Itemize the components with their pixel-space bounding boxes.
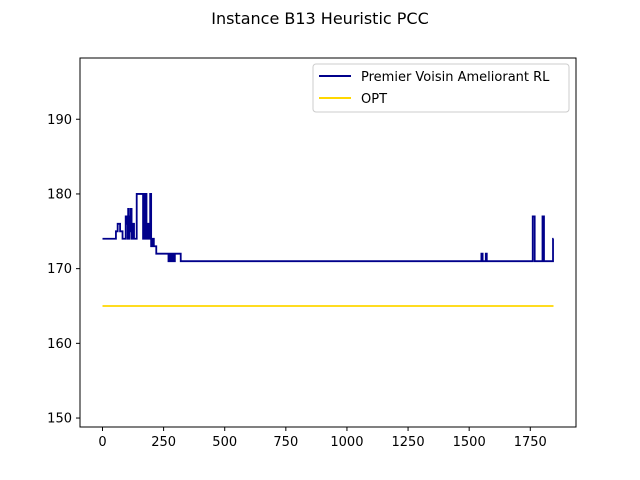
y-tick-label: 170 — [47, 262, 72, 277]
axes-frame — [79, 57, 577, 428]
x-tick-label: 0 — [98, 435, 106, 450]
x-tick-label: 750 — [273, 435, 298, 450]
x-tick-label: 500 — [212, 435, 237, 450]
x-tick-label: 1000 — [330, 435, 363, 450]
y-tick-label: 160 — [47, 337, 72, 352]
legend-label-opt: OPT — [361, 92, 387, 107]
legend-box — [312, 63, 570, 113]
y-axis: 150 160 170 180 190 — [47, 113, 80, 427]
y-tick-label: 190 — [47, 113, 72, 128]
legend-label-premier-voisin: Premier Voisin Ameliorant RL — [361, 70, 550, 85]
x-tick-label: 250 — [151, 435, 176, 450]
x-axis: 0 250 500 750 1000 1250 1500 1750 — [98, 427, 547, 450]
legend: Premier Voisin Ameliorant RL OPT — [312, 63, 570, 113]
x-tick-label: 1250 — [392, 435, 425, 450]
x-tick-label: 1750 — [514, 435, 547, 450]
y-tick-label: 150 — [47, 412, 72, 427]
series-layer — [102, 193, 554, 307]
chart-title: Instance B13 Heuristic PCC — [211, 9, 429, 28]
x-tick-label: 1500 — [453, 435, 486, 450]
plot-area: 0 250 500 750 1000 1250 1500 1750 1501601701801… — [47, 57, 577, 450]
y-tick-label: 180 — [47, 187, 72, 202]
series-line-premier-voisin — [102, 193, 554, 263]
